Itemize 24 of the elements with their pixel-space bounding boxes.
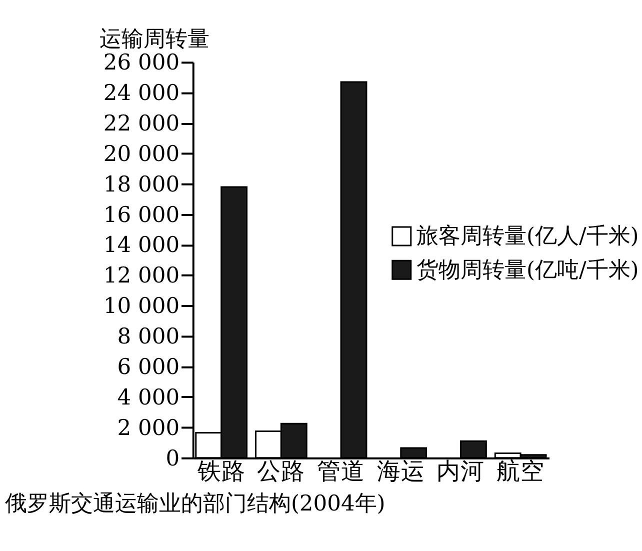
x-tick-label: 铁路 (196, 457, 246, 486)
y-tick-label: 20 000 (103, 142, 180, 167)
y-axis-title: 运输周转量 (99, 26, 210, 52)
legend-label: 货物周转量(亿吨/千米) (416, 258, 639, 283)
y-tick-label: 14 000 (103, 233, 180, 258)
y-tick-label: 26 000 (103, 50, 180, 76)
x-tick-label: 管道 (317, 457, 366, 486)
y-tick-label: 0 (166, 446, 180, 472)
y-tick-label: 24 000 (103, 81, 180, 106)
y-tick-label: 22 000 (103, 111, 180, 136)
x-tick-label: 海运 (376, 457, 425, 486)
y-tick-label: 18 000 (103, 172, 180, 198)
legend-label: 旅客周转量(亿人/千米) (416, 224, 639, 250)
x-tick-label: 公路 (257, 457, 306, 486)
y-tick-label: 4 000 (117, 385, 180, 410)
y-tick-label: 12 000 (103, 264, 180, 289)
y-tick-label: 6 000 (117, 354, 180, 380)
x-tick-label: 航空 (496, 457, 545, 486)
text: 俄罗斯交通运输业的部门结构(2004年) (4, 491, 386, 516)
y-tick-label: 8 000 (117, 324, 180, 350)
y-tick-label: 2 000 (117, 416, 180, 441)
y-tick-label: 16 000 (103, 202, 180, 228)
x-tick-label: 内河 (436, 457, 485, 486)
y-tick-label: 10 000 (103, 294, 180, 320)
